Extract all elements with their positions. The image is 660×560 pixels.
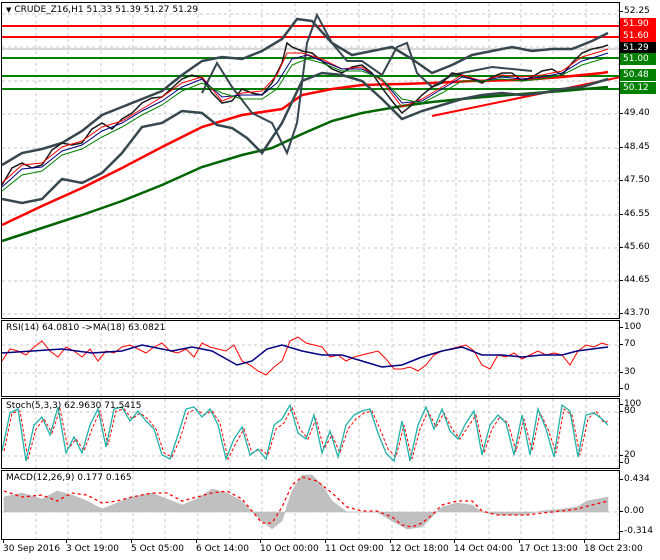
price-tick: 45.60	[620, 242, 650, 252]
level-tag-support: 50.12	[620, 82, 656, 94]
stoch-main-line	[2, 403, 609, 463]
macd-tick: 0.434	[620, 474, 650, 484]
price-tick: 49.40	[620, 108, 650, 118]
price-tick: 47.50	[620, 175, 650, 185]
macd-tick: 0.00	[619, 506, 645, 516]
time-label: 6 Oct 14:00	[196, 539, 249, 554]
price-tick: 46.55	[620, 209, 650, 219]
price-tick: 43.70	[620, 308, 650, 318]
macd-scale: 0.434 0.00 -0.314	[619, 470, 660, 540]
time-label: 14 Oct 04:00	[454, 539, 513, 554]
ma-red	[2, 70, 609, 227]
price-plot	[2, 3, 619, 318]
rsi-tick: 0	[620, 383, 630, 393]
time-label: 30 Sep 2016	[3, 539, 61, 554]
ma-fast-blue	[2, 52, 609, 188]
price-tick: 48.45	[620, 142, 650, 152]
time-label: 11 Oct 09:00	[325, 539, 384, 554]
macd-plot	[2, 471, 619, 539]
rsi-tick: 30	[619, 367, 636, 377]
dropdown-triangle-icon[interactable]: ▼	[6, 6, 12, 14]
current-price-tag: 51.29	[620, 42, 656, 54]
macd-panel[interactable]: MACD(12,26,9) 0.177 0.165	[1, 470, 620, 540]
stoch-tick: 20	[619, 450, 636, 460]
ma-green	[2, 85, 609, 243]
time-label: 18 Oct 23:00	[584, 539, 643, 554]
time-label: 17 Oct 13:00	[519, 539, 578, 554]
stoch-plot	[2, 399, 619, 468]
rsi-ma-line	[2, 344, 609, 368]
price-chart-panel[interactable]: ▼ CRUDE_Z16,H1 51.33 51.39 51.27 51.29	[1, 2, 620, 319]
level-tag-resistance: 51.60	[620, 30, 656, 42]
ma-fast-red	[2, 48, 609, 184]
level-tag-support: 51.00	[620, 53, 656, 65]
stoch-scale: 100 80 20 0	[619, 398, 660, 469]
level-tag-support: 50.48	[620, 69, 656, 81]
bollinger-upper	[2, 17, 609, 167]
macd-tick: -0.314	[619, 526, 654, 536]
stoch-tick: 100	[619, 399, 642, 409]
rsi-tick: 70	[619, 339, 636, 349]
price-bars	[2, 41, 609, 186]
chart-title-text: CRUDE_Z16,H1 51.33 51.39 51.27 51.29	[14, 5, 199, 15]
stochastic-panel[interactable]: Stoch(5,3,3) 62.9630 71.5415	[1, 398, 620, 469]
stoch-tick: 0	[620, 457, 630, 467]
time-label: 12 Oct 18:00	[390, 539, 449, 554]
macd-title: MACD(12,26,9) 0.177 0.165	[6, 473, 132, 483]
level-tag-resistance: 51.90	[620, 18, 656, 30]
price-scale[interactable]: 52.25 49.40 48.45 47.50 46.55 45.60 44.6…	[620, 2, 660, 319]
time-axis[interactable]: 30 Sep 2016 3 Oct 19:00 5 Oct 05:00 6 Oc…	[0, 539, 660, 560]
stoch-title: Stoch(5,3,3) 62.9630 71.5415	[6, 401, 142, 411]
rsi-plot	[2, 321, 619, 396]
time-label: 3 Oct 19:00	[66, 539, 119, 554]
macd-signal-line	[3, 476, 609, 528]
rsi-tick: 100	[619, 322, 642, 332]
price-tick: 44.65	[620, 275, 650, 285]
rsi-title: RSI(14) 64.0810 ->MA(18) 63.0821	[6, 323, 166, 333]
stoch-tick: 80	[619, 406, 636, 416]
chart-title: ▼ CRUDE_Z16,H1 51.33 51.39 51.27 51.29	[6, 5, 198, 15]
macd-histogram	[3, 474, 609, 530]
bollinger-lower	[2, 71, 609, 205]
ma-mid-green	[2, 56, 609, 192]
rsi-panel[interactable]: RSI(14) 64.0810 ->MA(18) 63.0821	[1, 320, 620, 397]
rsi-scale: 100 70 30 0	[619, 320, 660, 397]
time-label: 10 Oct 00:00	[260, 539, 319, 554]
stoch-signal-line	[3, 405, 609, 461]
price-tick: 52.25	[620, 6, 650, 16]
time-label: 5 Oct 05:00	[131, 539, 184, 554]
bollinger-wide	[201, 12, 533, 156]
